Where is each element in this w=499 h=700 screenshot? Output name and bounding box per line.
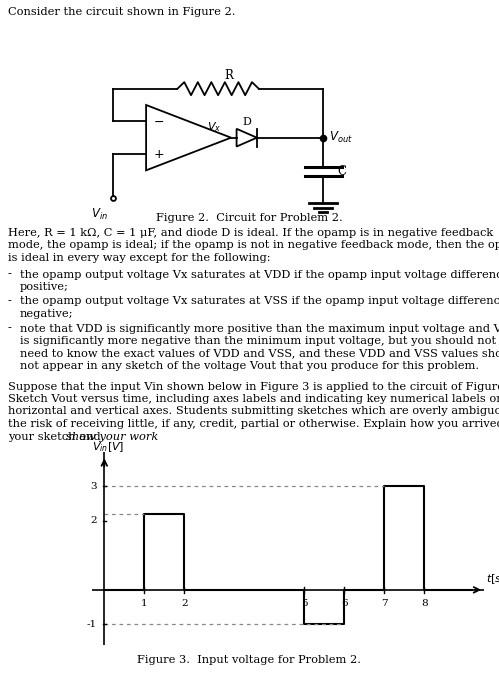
Text: 3: 3 bbox=[90, 482, 97, 491]
Text: 1: 1 bbox=[141, 598, 148, 608]
Text: R: R bbox=[225, 69, 234, 83]
Text: Figure 3.  Input voltage for Problem 2.: Figure 3. Input voltage for Problem 2. bbox=[137, 655, 361, 665]
Text: negative;: negative; bbox=[20, 309, 73, 319]
Text: 8: 8 bbox=[421, 598, 427, 608]
Text: 2: 2 bbox=[90, 517, 97, 526]
Text: mode, the opamp is ideal; if the opamp is not in negative feedback mode, then th: mode, the opamp is ideal; if the opamp i… bbox=[8, 241, 499, 251]
Text: is significantly more negative than the minimum input voltage, but you should no: is significantly more negative than the … bbox=[20, 336, 496, 346]
Text: D: D bbox=[243, 117, 251, 127]
Text: $V_x$: $V_x$ bbox=[207, 120, 221, 134]
Text: the risk of receiving little, if any, credit, partial or otherwise. Explain how : the risk of receiving little, if any, cr… bbox=[8, 419, 499, 429]
Text: $t[s]$: $t[s]$ bbox=[486, 573, 499, 587]
Text: $-$: $-$ bbox=[154, 115, 165, 128]
Text: -1: -1 bbox=[87, 620, 97, 629]
Text: -: - bbox=[8, 270, 12, 279]
Text: $V_{in}[V]$: $V_{in}[V]$ bbox=[92, 440, 125, 454]
Text: 6: 6 bbox=[341, 598, 347, 608]
Text: 5: 5 bbox=[301, 598, 307, 608]
Text: 2: 2 bbox=[181, 598, 188, 608]
Text: need to know the exact values of VDD and VSS, and these VDD and VSS values shoul: need to know the exact values of VDD and… bbox=[20, 349, 499, 358]
Text: C: C bbox=[337, 165, 346, 178]
Text: show your work: show your work bbox=[65, 431, 158, 442]
Text: -: - bbox=[8, 323, 12, 333]
Text: positive;: positive; bbox=[20, 282, 69, 292]
Text: not appear in any sketch of the voltage Vout that you produce for this problem.: not appear in any sketch of the voltage … bbox=[20, 361, 479, 371]
Text: Consider the circuit shown in Figure 2.: Consider the circuit shown in Figure 2. bbox=[8, 7, 236, 17]
Text: Suppose that the input Vin shown below in Figure 3 is applied to the circuit of : Suppose that the input Vin shown below i… bbox=[8, 382, 499, 391]
Text: the opamp output voltage Vx saturates at VSS if the opamp input voltage differen: the opamp output voltage Vx saturates at… bbox=[20, 297, 499, 307]
Text: is ideal in every way except for the following:: is ideal in every way except for the fol… bbox=[8, 253, 270, 263]
Text: your sketch and: your sketch and bbox=[8, 431, 104, 442]
Text: Here, R = 1 kΩ, C = 1 μF, and diode D is ideal. If the opamp is in negative feed: Here, R = 1 kΩ, C = 1 μF, and diode D is… bbox=[8, 228, 493, 238]
Text: $V_{out}$: $V_{out}$ bbox=[329, 130, 353, 145]
Text: $V_{in}$: $V_{in}$ bbox=[91, 206, 108, 222]
Text: the opamp output voltage Vx saturates at VDD if the opamp input voltage differen: the opamp output voltage Vx saturates at… bbox=[20, 270, 499, 279]
Text: note that VDD is significantly more positive than the maximum input voltage and : note that VDD is significantly more posi… bbox=[20, 323, 499, 333]
Text: $+$: $+$ bbox=[154, 148, 165, 160]
Text: -: - bbox=[8, 297, 12, 307]
Text: horizontal and vertical axes. Students submitting sketches which are overly ambi: horizontal and vertical axes. Students s… bbox=[8, 407, 499, 416]
Text: Sketch Vout versus time, including axes labels and indicating key numerical labe: Sketch Vout versus time, including axes … bbox=[8, 394, 499, 404]
Text: Figure 2.  Circuit for Problem 2.: Figure 2. Circuit for Problem 2. bbox=[156, 213, 342, 223]
Text: 7: 7 bbox=[381, 598, 387, 608]
